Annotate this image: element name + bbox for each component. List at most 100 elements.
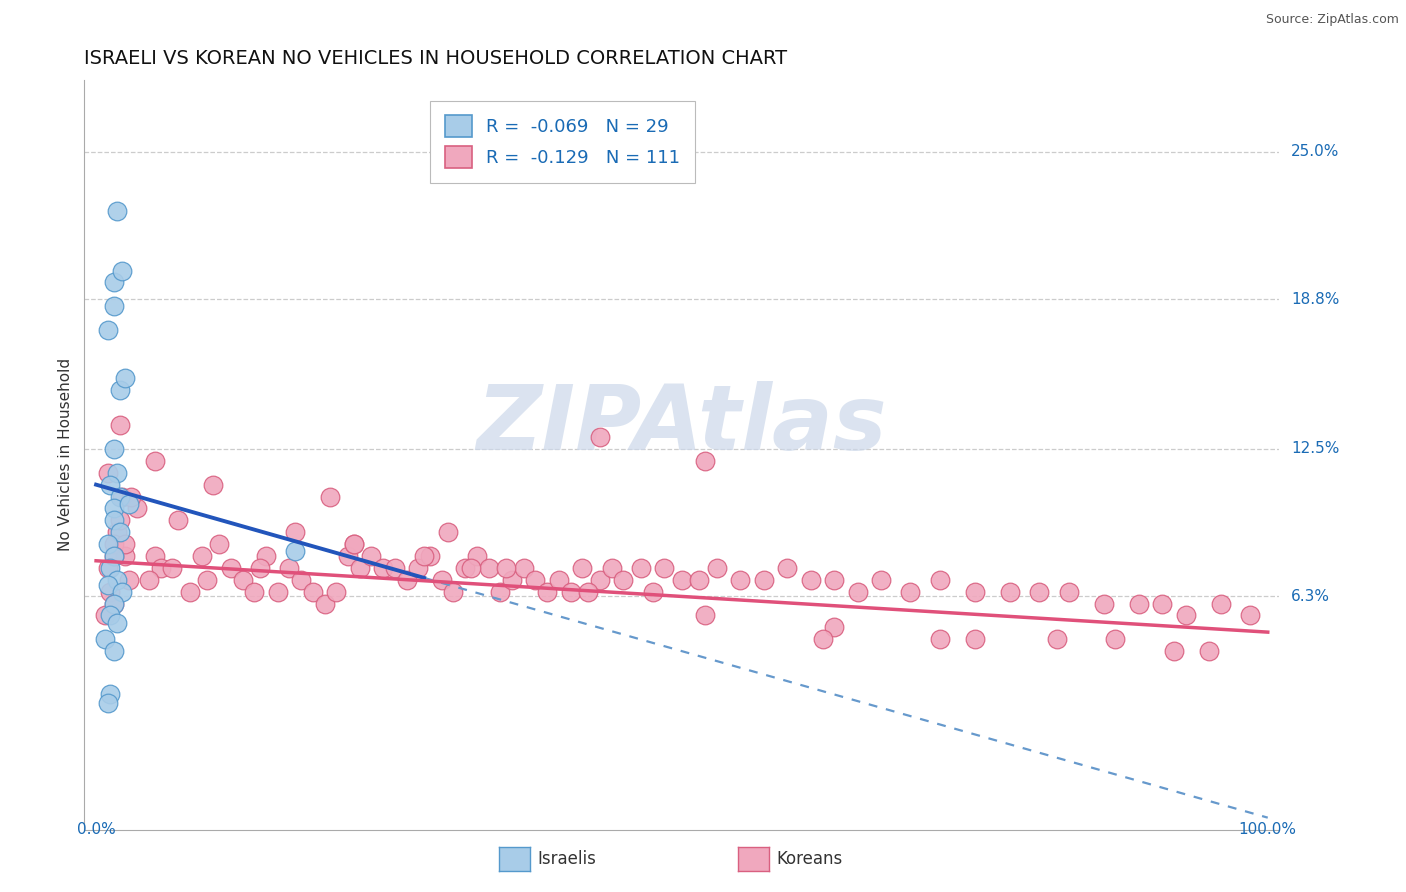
Point: [254, 549, 277, 563]
Point: [454, 561, 477, 575]
Point: [319, 490, 342, 504]
Text: Israelis: Israelis: [537, 850, 596, 868]
Point: [654, 561, 676, 575]
Point: [105, 573, 128, 587]
Point: [536, 584, 558, 599]
Point: [98, 584, 121, 599]
Point: [143, 549, 166, 563]
Point: [325, 584, 347, 599]
Point: [103, 549, 125, 563]
Point: [114, 549, 136, 563]
Point: [108, 513, 131, 527]
Point: [105, 615, 128, 630]
Point: [689, 573, 711, 587]
Point: [103, 597, 125, 611]
Point: [103, 537, 125, 551]
Point: [460, 561, 482, 575]
Point: [1152, 597, 1174, 611]
Point: [94, 632, 117, 647]
Point: [823, 573, 845, 587]
Point: [730, 573, 752, 587]
Point: [103, 501, 125, 516]
Point: [548, 573, 571, 587]
Point: [143, 454, 166, 468]
Text: Source: ZipAtlas.com: Source: ZipAtlas.com: [1265, 13, 1399, 27]
Point: [1104, 632, 1126, 647]
Point: [314, 597, 336, 611]
Point: [111, 490, 134, 504]
Point: [823, 620, 845, 634]
Point: [998, 584, 1021, 599]
Point: [343, 537, 366, 551]
Point: [103, 513, 125, 527]
Point: [98, 608, 121, 623]
Point: [105, 525, 128, 540]
Point: [290, 573, 312, 587]
Point: [108, 418, 131, 433]
Point: [97, 697, 120, 711]
Point: [208, 537, 231, 551]
Point: [103, 442, 125, 456]
Point: [465, 549, 488, 563]
Text: Koreans: Koreans: [776, 850, 842, 868]
Legend: R =  -0.069   N = 29, R =  -0.129   N = 111: R = -0.069 N = 29, R = -0.129 N = 111: [430, 101, 695, 183]
Point: [219, 561, 242, 575]
Point: [111, 584, 134, 599]
Point: [963, 632, 986, 647]
Point: [846, 584, 869, 599]
Point: [1128, 597, 1150, 611]
Point: [1028, 584, 1050, 599]
Point: [811, 632, 834, 647]
Point: [138, 573, 160, 587]
Point: [111, 263, 134, 277]
Point: [360, 549, 382, 563]
Point: [776, 561, 799, 575]
Point: [612, 573, 634, 587]
Point: [1198, 644, 1220, 658]
Point: [231, 573, 254, 587]
Point: [108, 525, 131, 540]
Point: [349, 561, 371, 575]
Point: [98, 477, 121, 491]
Point: [278, 561, 301, 575]
Point: [413, 549, 436, 563]
Text: 18.8%: 18.8%: [1291, 292, 1340, 307]
Point: [630, 561, 652, 575]
Point: [436, 525, 458, 540]
Point: [118, 497, 141, 511]
Point: [105, 466, 128, 480]
Point: [103, 644, 125, 658]
Point: [695, 608, 717, 623]
Point: [1209, 597, 1232, 611]
Point: [900, 584, 922, 599]
Point: [706, 561, 728, 575]
Point: [179, 584, 201, 599]
Text: 25.0%: 25.0%: [1291, 145, 1340, 159]
Point: [202, 477, 225, 491]
Point: [343, 537, 366, 551]
Point: [190, 549, 212, 563]
Point: [97, 323, 120, 337]
Point: [600, 561, 623, 575]
Point: [571, 561, 593, 575]
Text: 6.3%: 6.3%: [1291, 589, 1330, 604]
Point: [443, 584, 465, 599]
Point: [1057, 584, 1080, 599]
Text: 12.5%: 12.5%: [1291, 442, 1340, 457]
Point: [641, 584, 664, 599]
Point: [103, 299, 125, 313]
Point: [1174, 608, 1197, 623]
Y-axis label: No Vehicles in Household: No Vehicles in Household: [58, 359, 73, 551]
Point: [419, 549, 441, 563]
Point: [870, 573, 893, 587]
Point: [576, 584, 599, 599]
Point: [114, 537, 136, 551]
Point: [671, 573, 693, 587]
Point: [373, 561, 395, 575]
Point: [495, 561, 517, 575]
Point: [149, 561, 172, 575]
Text: ZIPAtlas: ZIPAtlas: [477, 381, 887, 469]
Point: [103, 597, 125, 611]
Point: [97, 577, 120, 591]
Point: [284, 525, 307, 540]
